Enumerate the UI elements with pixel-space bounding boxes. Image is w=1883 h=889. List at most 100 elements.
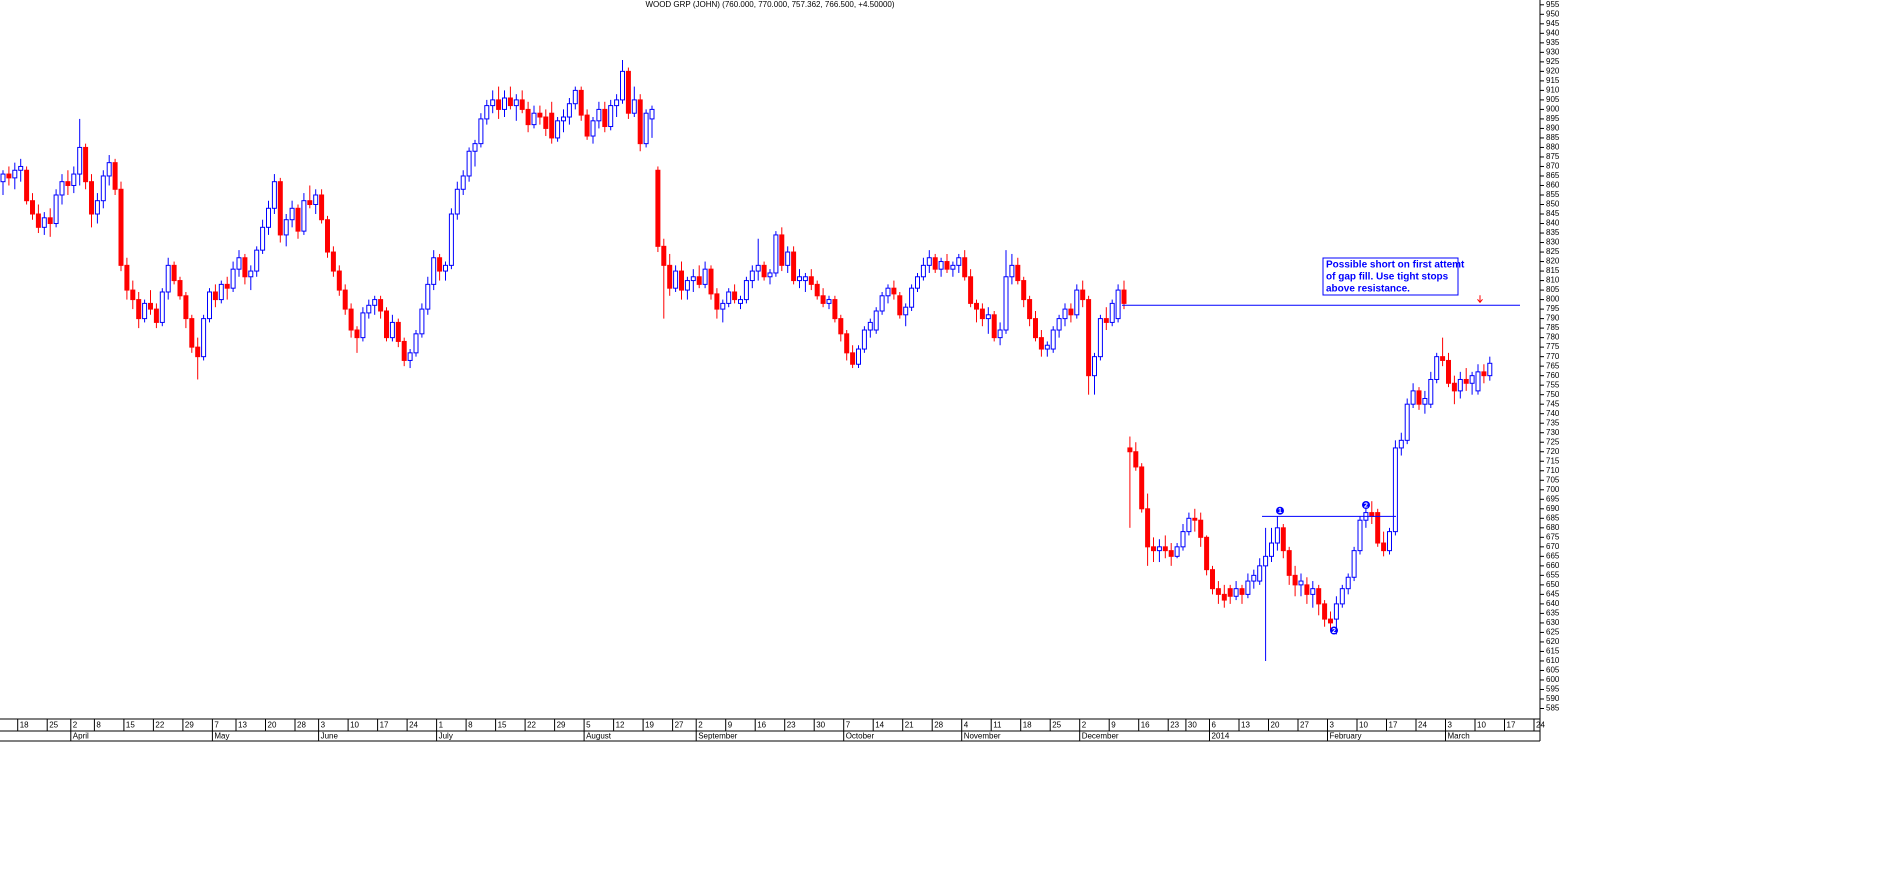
candle-body [620, 70, 625, 101]
candle-body [1286, 550, 1292, 576]
candle-body [348, 308, 354, 331]
candle-body [1422, 397, 1428, 405]
y-tick-label: 825 [1546, 247, 1560, 256]
candle-body [472, 143, 478, 152]
candle-body [596, 108, 602, 122]
x-tick-label: 30 [816, 721, 825, 730]
candle-body [844, 333, 850, 354]
x-tick-label: 29 [557, 721, 566, 730]
candle-body [195, 346, 201, 358]
candle-body [1298, 580, 1304, 586]
y-tick-label: 755 [1546, 380, 1560, 389]
candle-body [271, 181, 277, 209]
candle-body [1151, 546, 1156, 552]
y-tick-label: 800 [1546, 295, 1560, 304]
y-tick-label: 940 [1546, 28, 1560, 37]
candle-body [1156, 546, 1162, 552]
candle-body [513, 99, 519, 107]
candle-body [1469, 375, 1475, 384]
x-tick-label: 29 [185, 721, 194, 730]
month-label: March [1448, 732, 1470, 741]
y-tick-label: 805 [1546, 285, 1560, 294]
candle-body [354, 329, 360, 339]
candle-body [1351, 550, 1357, 578]
candle-body [1215, 588, 1221, 595]
candle-body [224, 283, 230, 289]
candle-body [496, 99, 502, 110]
candle-body [979, 308, 985, 320]
x-tick-label: 10 [350, 721, 359, 730]
candle-body [1080, 289, 1086, 301]
candle-body [12, 169, 18, 179]
candle-body [159, 291, 165, 323]
candle-body [602, 108, 608, 128]
candle-body [1269, 542, 1274, 557]
x-tick-label: 18 [1023, 721, 1032, 730]
x-tick-label: 10 [1359, 721, 1368, 730]
candle-body [136, 299, 142, 320]
y-tick-label: 745 [1546, 399, 1560, 408]
candle-body [673, 270, 679, 289]
candle-body [791, 251, 797, 282]
y-tick-label: 610 [1546, 656, 1560, 665]
y-tick-label: 700 [1546, 485, 1560, 494]
x-tick-label: 30 [1188, 721, 1197, 730]
candle-body [1322, 603, 1328, 620]
candle-body [47, 217, 53, 225]
x-tick-label: 25 [49, 721, 58, 730]
y-tick-label: 730 [1546, 428, 1560, 437]
candle-body [466, 150, 472, 177]
candle-body [873, 310, 879, 331]
candle-body [1428, 378, 1434, 405]
y-tick-label: 585 [1546, 704, 1560, 713]
y-tick-label: 775 [1546, 342, 1560, 351]
x-tick-label: 27 [1300, 721, 1309, 730]
x-tick-label: 24 [409, 721, 418, 730]
y-tick-label: 925 [1546, 57, 1560, 66]
candle-body [443, 264, 448, 272]
candle-body [242, 257, 248, 278]
x-tick-label: 2 [1082, 721, 1087, 730]
candle-body [1387, 531, 1392, 552]
x-tick-label: 13 [1241, 721, 1250, 730]
candle-body [484, 105, 490, 120]
month-label: December [1082, 732, 1119, 741]
candle-body [537, 112, 543, 118]
x-tick-label: 13 [238, 721, 247, 730]
candle-body [35, 213, 41, 228]
candle-body [684, 280, 690, 291]
candle-body [1457, 378, 1463, 392]
x-tick-label: 2 [698, 721, 703, 730]
candle-body [915, 276, 920, 289]
candle-body [1027, 299, 1033, 320]
candle-body [112, 162, 118, 190]
candle-body [1451, 382, 1457, 392]
y-tick-label: 675 [1546, 532, 1560, 541]
y-tick-label: 650 [1546, 580, 1560, 589]
y-tick-label: 595 [1546, 685, 1560, 694]
candle-body [1233, 588, 1239, 597]
candle-body [1204, 536, 1210, 571]
y-tick-label: 930 [1546, 47, 1560, 56]
x-tick-label: 21 [905, 721, 914, 730]
candle-body [696, 276, 702, 285]
x-tick-label: 19 [645, 721, 654, 730]
candle-body [649, 108, 655, 120]
marker-label: 2 [1332, 628, 1336, 635]
candle-body [1180, 531, 1186, 548]
candle-body [732, 291, 738, 301]
candle-body [230, 268, 236, 289]
candle-body [631, 99, 637, 114]
candle-body [277, 181, 283, 236]
candle-body [283, 219, 289, 236]
y-tick-label: 955 [1546, 0, 1560, 9]
candle-body [655, 169, 661, 247]
candle-body [814, 283, 820, 297]
candle-body [490, 99, 496, 107]
candle-body [171, 264, 177, 282]
candle-body [1487, 362, 1493, 377]
candle-body [584, 114, 590, 137]
candle-body [867, 321, 873, 331]
candle-body [1038, 337, 1044, 350]
